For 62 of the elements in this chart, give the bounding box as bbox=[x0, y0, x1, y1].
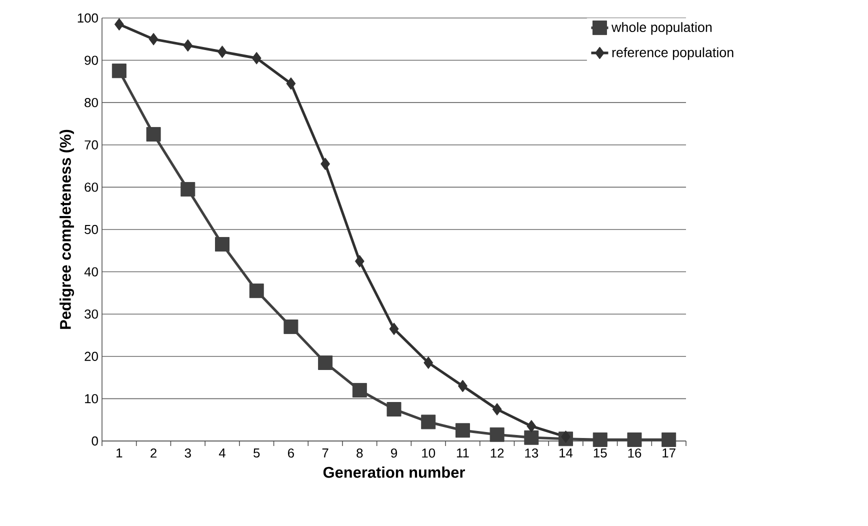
x-tick-label: 4 bbox=[218, 448, 226, 458]
point bbox=[526, 420, 536, 432]
point bbox=[214, 237, 230, 252]
x-tick-label: 6 bbox=[288, 448, 294, 458]
point bbox=[249, 284, 264, 298]
x-tick-label: 13 bbox=[525, 448, 538, 458]
point bbox=[592, 432, 608, 447]
point bbox=[320, 158, 330, 170]
point bbox=[217, 46, 227, 58]
point bbox=[458, 380, 468, 392]
point bbox=[490, 427, 504, 442]
x-tick-label: 12 bbox=[490, 448, 504, 458]
point bbox=[389, 322, 399, 336]
x-tick-label: 7 bbox=[322, 448, 328, 458]
point bbox=[318, 355, 333, 370]
point bbox=[455, 423, 470, 438]
point bbox=[112, 64, 126, 78]
x-tick-label: 14 bbox=[560, 448, 573, 458]
point bbox=[662, 432, 676, 447]
x-axis-title: Generation number bbox=[323, 466, 465, 478]
y-tick-label: 20 bbox=[84, 352, 98, 361]
legend-label: whole population bbox=[612, 22, 712, 35]
point bbox=[146, 127, 161, 142]
y-tick-label: 0 bbox=[92, 436, 98, 446]
point bbox=[627, 432, 642, 447]
point bbox=[180, 182, 196, 197]
point bbox=[524, 430, 539, 445]
point bbox=[284, 320, 298, 334]
x-tick-label: 16 bbox=[628, 448, 642, 458]
point bbox=[183, 39, 193, 52]
x-tick-label: 3 bbox=[184, 448, 191, 458]
point bbox=[424, 356, 434, 369]
point bbox=[286, 77, 296, 90]
point bbox=[352, 382, 367, 398]
y-tick-label: 60 bbox=[84, 182, 98, 192]
legend-label: reference population bbox=[612, 47, 734, 60]
x-tick-label: 5 bbox=[254, 448, 260, 458]
y-tick-label: 10 bbox=[85, 394, 98, 404]
point bbox=[492, 403, 502, 416]
x-tick-label: 17 bbox=[662, 448, 676, 458]
y-tick-label: 30 bbox=[84, 309, 98, 319]
y-tick-label: 100 bbox=[78, 13, 98, 23]
x-tick-label: 10 bbox=[422, 448, 436, 458]
point bbox=[114, 18, 124, 31]
x-tick-label: 2 bbox=[150, 448, 156, 458]
point bbox=[354, 254, 364, 268]
x-tick-label: 11 bbox=[456, 448, 469, 458]
point bbox=[252, 52, 262, 64]
point bbox=[148, 32, 158, 46]
x-tick-label: 1 bbox=[116, 448, 122, 458]
y-tick-label: 90 bbox=[84, 56, 98, 65]
x-tick-label: 8 bbox=[356, 448, 363, 458]
point bbox=[421, 414, 436, 430]
y-tick-label: 70 bbox=[84, 140, 98, 150]
point bbox=[386, 402, 402, 417]
y-tick-label: 50 bbox=[84, 224, 98, 234]
y-axis-title: Pedigree completeness (%) bbox=[60, 130, 74, 329]
y-tick-label: 80 bbox=[84, 98, 98, 108]
y-tick-label: 40 bbox=[84, 267, 98, 276]
point bbox=[561, 430, 571, 444]
x-tick-label: 9 bbox=[391, 448, 397, 458]
x-tick-label: 15 bbox=[594, 448, 607, 458]
